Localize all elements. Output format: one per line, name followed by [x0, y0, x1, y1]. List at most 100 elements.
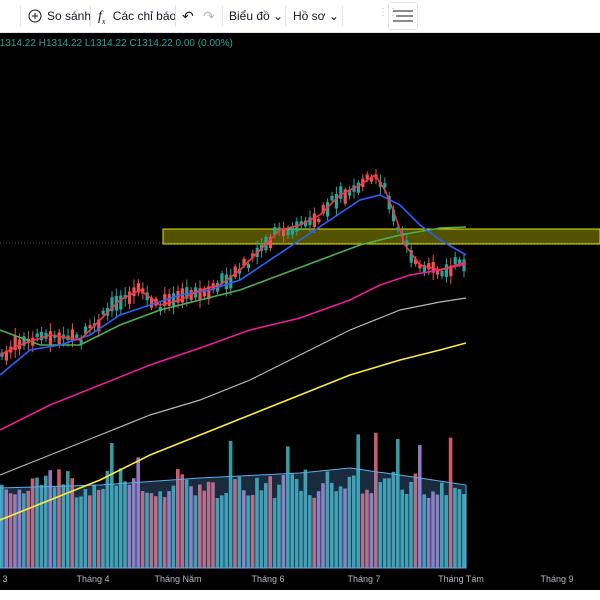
volume-bar [347, 476, 352, 568]
indicators-button[interactable]: fx Các chỉ báo [98, 9, 177, 26]
candle-body [75, 334, 79, 338]
candle-body [339, 186, 343, 199]
volume [0, 432, 467, 569]
candle-body [405, 240, 409, 247]
candle-body [334, 194, 338, 209]
volume-bar [352, 475, 356, 568]
candle-body [224, 274, 228, 290]
volume-bar [158, 491, 162, 568]
volume-bar [312, 497, 316, 568]
status-bar [0, 590, 600, 600]
volume-bar [79, 496, 83, 568]
volume-bar [88, 495, 92, 568]
volume-bar [294, 479, 299, 568]
candle-body [242, 258, 246, 266]
candle-body [132, 287, 136, 296]
candle-body [286, 229, 290, 236]
ma-line [0, 194, 467, 376]
volume-bar [180, 474, 184, 568]
volume-bar [8, 493, 13, 568]
candle-body [317, 219, 321, 223]
ohlc-high: H1314.22 [38, 38, 83, 49]
candle-body [84, 326, 88, 334]
volume-bar [57, 469, 61, 568]
menu-button[interactable] [388, 2, 418, 30]
volume-bar [387, 478, 391, 568]
compare-button[interactable]: So sánh [28, 0, 91, 32]
candle-body [370, 176, 374, 182]
plus-icon [28, 9, 42, 23]
volume-bar [246, 495, 250, 568]
ohlc-close: C1314.22 [129, 38, 173, 49]
candle-body [326, 202, 330, 217]
candle-body [57, 332, 61, 345]
candle-body [277, 227, 281, 231]
x-tick-label: Tháng 7 [347, 574, 381, 584]
candle-body [290, 226, 294, 235]
volume-bar [83, 489, 88, 568]
volume-bar [255, 477, 259, 568]
volume-bar [171, 485, 176, 568]
volume-bar [369, 493, 374, 568]
ma-line [0, 342, 467, 521]
volume-bar [145, 492, 149, 568]
candle-body [233, 266, 237, 277]
ma-line [0, 173, 467, 356]
volume-bar [233, 479, 237, 568]
volume-bar [391, 471, 396, 568]
volume-bar [184, 479, 189, 568]
volume-bar [61, 484, 66, 568]
volume-bar [189, 486, 193, 568]
volume-bar [374, 432, 378, 568]
candle-body [268, 236, 272, 249]
candle-body [35, 333, 39, 337]
candle-body [70, 329, 74, 342]
volume-bar [105, 470, 110, 568]
volume-bar [39, 484, 44, 568]
candle-body [167, 294, 171, 306]
volume-bar [435, 494, 440, 568]
x-axis: 3 Tháng 4 Tháng Năm Tháng 6 Tháng 7 Tháng Tám… [0, 570, 600, 590]
undo-button[interactable]: ↶ [182, 8, 194, 24]
volume-bar [206, 481, 211, 568]
volume-bar [0, 484, 4, 568]
ohlc-low: L1314.22 [84, 38, 127, 49]
redo-button[interactable]: ↷ [203, 8, 215, 24]
volume-bar [176, 469, 180, 568]
volume-bar [325, 471, 330, 568]
volume-bar [268, 476, 272, 568]
volume-bar [228, 440, 233, 568]
candle-body [158, 306, 162, 312]
volume-bar [52, 487, 57, 568]
candle-body [282, 227, 286, 237]
chart-label: Biểu đồ [229, 9, 270, 23]
candle-body [321, 204, 325, 214]
candle-body [308, 217, 312, 226]
volume-bar [35, 477, 39, 568]
candle-body [119, 295, 123, 310]
candle-body [202, 289, 206, 297]
volume-bar [404, 493, 409, 568]
chart-button[interactable]: Biểu đồ ⌄ [229, 9, 284, 23]
profile-button[interactable]: Hồ sơ ⌄ [293, 9, 339, 23]
candle-body [414, 259, 418, 264]
volume-bar [400, 489, 404, 568]
volume-bar [303, 469, 308, 568]
volume-bar [259, 490, 264, 568]
volume-bar [114, 485, 118, 568]
toolbar: So sánh fx Các chỉ báo ↶ ↷ Biểu đồ ⌄ Hồ … [0, 0, 600, 33]
candle-body [88, 325, 92, 329]
ohlc-legend: O1314.22 H1314.22 L1314.22 C1314.22 0.00… [0, 38, 233, 49]
volume-bar [140, 491, 145, 568]
volume-bar [457, 489, 462, 568]
volume-bar [132, 478, 136, 568]
candle-body [453, 257, 457, 265]
volume-bar [264, 483, 268, 568]
volume-bar [308, 495, 312, 568]
candle-body [22, 336, 26, 346]
volume-bar [356, 434, 360, 568]
candle-body [150, 297, 154, 308]
price-chart [0, 169, 600, 569]
volume-bar [286, 446, 290, 568]
